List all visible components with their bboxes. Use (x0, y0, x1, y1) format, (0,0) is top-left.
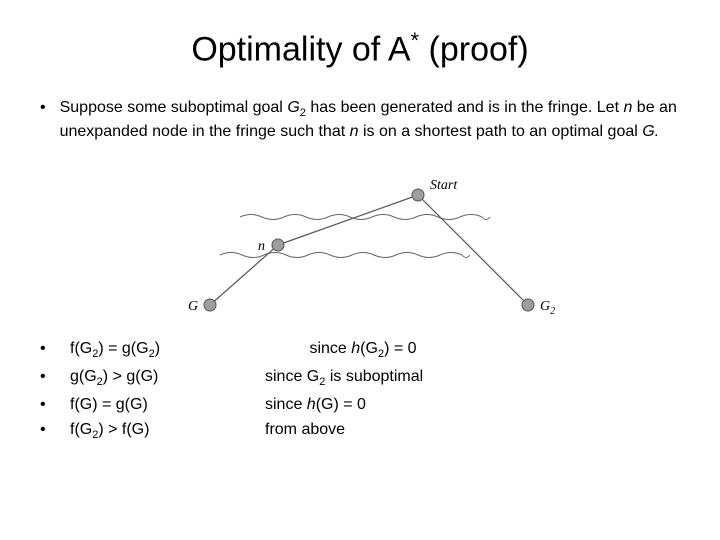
t3: is on a shortest path to an optimal goal (359, 123, 643, 140)
node-g2 (522, 299, 534, 311)
bullet-dot: • (40, 97, 46, 143)
proof-row: •f(G2) > f(G)from above (40, 418, 680, 444)
proof-diagram: Start n G G2 (150, 165, 570, 315)
label-g2: G2 (540, 299, 555, 315)
intro-text: Suppose some suboptimal goal G2 has been… (60, 97, 680, 143)
edge-n-g (210, 245, 278, 305)
title-post: (proof) (419, 30, 529, 68)
bullet-dot: • (40, 418, 70, 444)
proof-row: •f(G) = g(G)since h(G) = 0 (40, 393, 680, 416)
node-n (272, 239, 284, 251)
edge-start-n (278, 195, 418, 245)
proof-reason: from above (265, 418, 680, 444)
label-start: Start (430, 178, 458, 193)
node-start (412, 189, 424, 201)
proof-reason: since h(G2) = 0 (265, 337, 680, 363)
bullet-dot: • (40, 365, 70, 391)
t1: has been generated and is in the fringe.… (306, 99, 624, 116)
slide: Optimality of A* (proof) • Suppose some … (0, 0, 720, 445)
proof-lines: •f(G2) = g(G2) since h(G2) = 0•g(G2) > g… (40, 337, 680, 445)
title-sup: * (411, 28, 420, 53)
proof-row: •f(G2) = g(G2) since h(G2) = 0 (40, 337, 680, 363)
proof-reason: since G2 is suboptimal (265, 365, 680, 391)
label-g: G (188, 299, 198, 314)
proof-row: •g(G2) > g(G)since G2 is suboptimal (40, 365, 680, 391)
n2: n (350, 123, 359, 140)
proof-equation: f(G2) = g(G2) (70, 337, 265, 363)
proof-reason: since h(G) = 0 (265, 393, 680, 416)
label-n: n (258, 239, 265, 254)
Gend: G. (642, 123, 659, 140)
t0: Suppose some suboptimal goal (60, 99, 288, 116)
bullet-dot: • (40, 337, 70, 363)
proof-equation: f(G2) > f(G) (70, 418, 265, 444)
g2-g: G (287, 99, 299, 116)
proof-equation: f(G) = g(G) (70, 393, 265, 416)
bullet-dot: • (40, 393, 70, 416)
node-g (204, 299, 216, 311)
wave-top (240, 214, 490, 219)
proof-equation: g(G2) > g(G) (70, 365, 265, 391)
title-pre: Optimality of A (191, 30, 410, 68)
edge-start-g2 (418, 195, 528, 305)
intro-bullet: • Suppose some suboptimal goal G2 has be… (40, 97, 680, 143)
page-title: Optimality of A* (proof) (40, 28, 680, 69)
